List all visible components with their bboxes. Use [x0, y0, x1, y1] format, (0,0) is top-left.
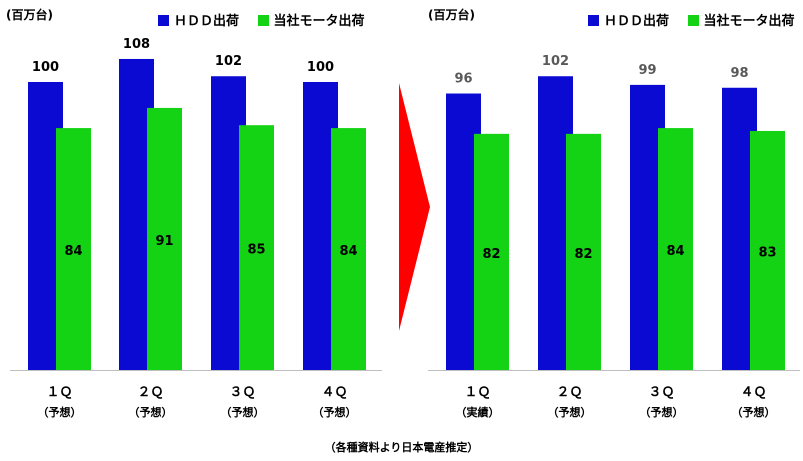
- right-unit-label: (百万台): [428, 8, 475, 22]
- right-category-3: ３Ｑ: [648, 385, 674, 400]
- left-category-note-4: （予想）: [313, 405, 357, 419]
- source-note: （各種資料より日本電産推定）: [324, 441, 479, 454]
- left-category-3: ３Ｑ: [229, 385, 255, 400]
- legend-label-motor: 当社モータ出荷: [273, 14, 365, 29]
- right-label-motor-4: 83: [758, 245, 776, 260]
- left-category-note-3: （予想）: [221, 405, 265, 419]
- right-legend-hdd: ＨＤＤ出荷: [588, 14, 669, 29]
- left-category-note-2: （予想）: [129, 405, 173, 419]
- legend-label-hdd: ＨＤＤ出荷: [174, 14, 240, 29]
- legend-swatch-motor: [257, 15, 269, 26]
- left-label-hdd-2: 108: [123, 37, 150, 52]
- left-bar-motor-4: [331, 128, 366, 370]
- right-bar-motor-4: [750, 130, 785, 370]
- right-label-motor-1: 82: [482, 247, 500, 262]
- right-category-2: ２Ｑ: [556, 385, 582, 400]
- right-category-note-4: （予想）: [732, 405, 776, 419]
- transition-arrow-shape: [399, 83, 430, 331]
- right-category-1: １Ｑ: [464, 385, 490, 400]
- left-label-hdd-4: 100: [307, 60, 334, 75]
- left-category-1: １Ｑ: [46, 385, 72, 400]
- left-label-motor-2: 91: [155, 234, 173, 249]
- left-category-4: ４Ｑ: [321, 385, 347, 400]
- legend-swatch-hdd: [588, 15, 599, 26]
- right-label-motor-3: 84: [666, 244, 684, 259]
- left-label-motor-3: 85: [247, 243, 265, 258]
- left-label-motor-1: 84: [64, 244, 82, 259]
- left-label-motor-4: 84: [339, 244, 357, 259]
- right-bar-motor-2: [566, 133, 601, 370]
- right-category-note-1: （実績）: [456, 405, 500, 419]
- left-bar-motor-3: [239, 125, 274, 370]
- right-bar-motor-1: [474, 133, 509, 370]
- right-bar-motor-3: [658, 128, 693, 370]
- right-legend: ＨＤＤ出荷 当社モータ出荷: [588, 10, 795, 29]
- right-label-hdd-2: 102: [542, 54, 569, 69]
- left-category-2: ２Ｑ: [137, 385, 163, 400]
- right-category-note-3: （予想）: [640, 405, 684, 419]
- right-label-hdd-3: 99: [638, 63, 656, 78]
- legend-label-motor: 当社モータ出荷: [703, 14, 795, 29]
- left-category-note-1: （予想）: [38, 405, 82, 419]
- left-label-hdd-3: 102: [215, 54, 242, 69]
- left-unit-label: (百万台): [6, 8, 53, 22]
- right-label-motor-2: 82: [574, 247, 592, 262]
- left-label-hdd-1: 100: [32, 60, 59, 75]
- legend-swatch-hdd: [158, 15, 169, 26]
- legend-label-hdd: ＨＤＤ出荷: [604, 14, 670, 29]
- left-legend-hdd: ＨＤＤ出荷: [158, 14, 239, 29]
- right-category-note-2: （予想）: [548, 405, 592, 419]
- right-label-hdd-4: 98: [730, 66, 748, 81]
- right-category-4: ４Ｑ: [740, 385, 766, 400]
- left-bar-motor-1: [56, 128, 91, 370]
- right-label-hdd-1: 96: [454, 72, 472, 87]
- legend-swatch-motor: [687, 15, 699, 26]
- left-bar-motor-2: [147, 107, 182, 371]
- left-legend-motor: 当社モータ出荷: [257, 14, 365, 29]
- left-legend: ＨＤＤ出荷 当社モータ出荷: [158, 10, 379, 29]
- right-legend-motor: 当社モータ出荷: [687, 14, 795, 29]
